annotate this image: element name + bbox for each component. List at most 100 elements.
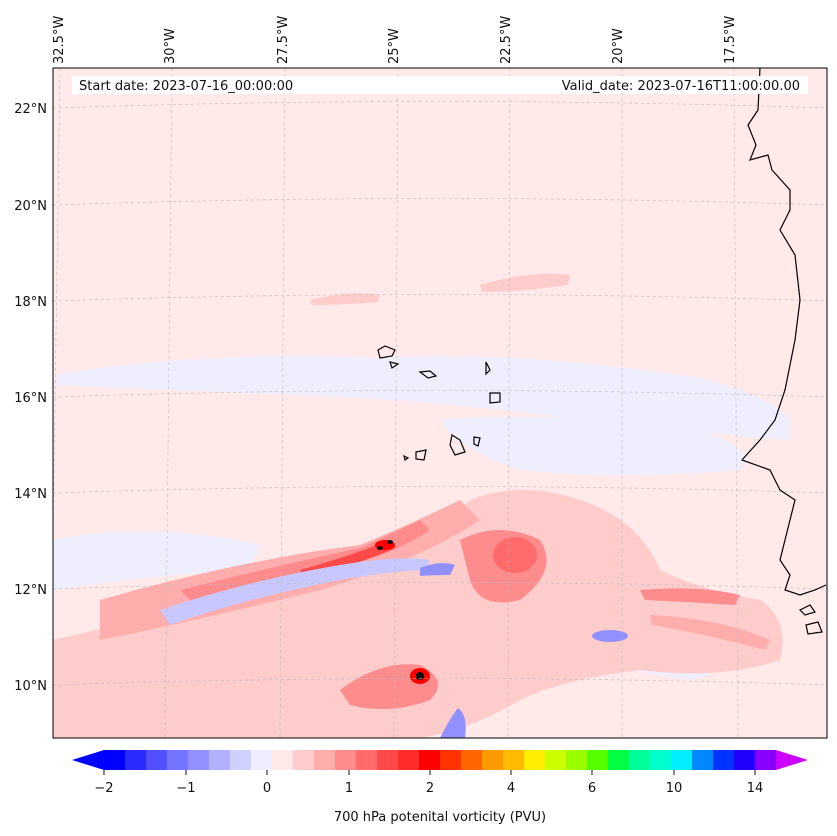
colorbar: −2 −1 0 1 2 4 6 10 14 700 hPa potenital vorticit…: [72, 750, 808, 825]
colorbar-cell: [671, 750, 693, 770]
longitude-label: 20°W: [611, 28, 626, 64]
colorbar-cell: [713, 750, 735, 770]
island: [389, 361, 400, 369]
pv-patch: [310, 293, 380, 305]
pv-max-dot: [387, 540, 393, 544]
island: [418, 370, 438, 379]
map-panel: Start date: 2023-07-16_00:00:00 Valid_da…: [52, 67, 828, 739]
latitude-label: 18°N: [14, 295, 47, 310]
colorbar-cell: [461, 750, 483, 770]
colorbar-title: 700 hPa potenital vorticity (PVU): [334, 810, 546, 825]
colorbar-cell: [377, 750, 399, 770]
negative-pv-streak: [420, 563, 455, 576]
africa-coast: [740, 68, 827, 596]
colorbar-cell: [545, 750, 567, 770]
longitude-label: 25°W: [387, 28, 402, 64]
pv-patch: [480, 273, 570, 292]
island: [473, 436, 481, 447]
colorbar-cell: [251, 750, 273, 770]
pv-streak: [640, 588, 740, 605]
colorbar-cell: [188, 750, 210, 770]
colorbar-cell: [608, 750, 630, 770]
colorbar-tick-label: 1: [345, 781, 353, 796]
longitude-labels: 32.5°W 30°W 27.5°W 25°W 22.5°W 20°W 17.5°W: [52, 16, 738, 64]
colorbar-cell: [293, 750, 315, 770]
latitude-labels: 22°N 20°N 18°N 16°N 14°N 12°N 10°N: [14, 102, 47, 694]
latitude-label: 14°N: [14, 487, 47, 502]
island: [415, 449, 427, 461]
header-box: [72, 76, 808, 94]
valid-date-text: Valid_date: 2023-07-16T11:00:00.00: [562, 79, 800, 94]
colorbar-cell: [650, 750, 672, 770]
colorbar-cell: [524, 750, 546, 770]
colorbar-cell: [587, 750, 609, 770]
latitude-label: 12°N: [14, 583, 47, 598]
colorbar-tick-label: −2: [94, 781, 113, 796]
negative-pv-spot: [592, 630, 628, 642]
colorbar-cell: [734, 750, 756, 770]
colorbar-cell: [314, 750, 336, 770]
graticule: [53, 68, 827, 738]
colorbar-tick-label: 14: [747, 781, 764, 796]
pv-spot-dot: [416, 672, 424, 680]
colorbar-overflow-triangle: [776, 750, 808, 770]
map-frame: [52, 67, 828, 739]
colorbar-cell: [104, 750, 126, 770]
colorbar-cell: [692, 750, 714, 770]
pv-streak: [180, 520, 430, 600]
colorbar-tick-label: 10: [666, 781, 683, 796]
pv-field: [53, 273, 790, 738]
colorbar-ticks: −2 −1 0 1 2 4 6 10 14: [94, 770, 763, 796]
latitude-label: 16°N: [14, 391, 47, 406]
latitude-label: 10°N: [14, 679, 47, 694]
colorbar-tick-label: 2: [426, 781, 434, 796]
colorbar-cell: [440, 750, 462, 770]
island: [798, 604, 816, 616]
colorbar-underflow-triangle: [72, 750, 104, 770]
negative-pv-spot: [440, 708, 466, 738]
colorbar-cell: [125, 750, 147, 770]
colorbar-cell: [356, 750, 378, 770]
negative-pv-patch: [53, 531, 260, 590]
positive-pv-region: [53, 490, 783, 738]
island: [377, 345, 396, 359]
colorbar-cell: [398, 750, 420, 770]
colorbar-cell: [482, 750, 504, 770]
colorbar-cell: [419, 750, 441, 770]
negative-pv-band: [55, 356, 790, 440]
island: [805, 621, 823, 635]
longitude-label: 17.5°W: [723, 16, 738, 64]
colorbar-cell: [335, 750, 357, 770]
island: [403, 454, 410, 461]
colorbar-cell: [755, 750, 777, 770]
colorbar-cell: [272, 750, 294, 770]
colorbar-tick-label: 4: [507, 781, 515, 796]
longitude-label: 30°W: [163, 28, 178, 64]
colorbar-tick-label: 0: [263, 781, 271, 796]
island: [489, 392, 501, 404]
island: [449, 434, 466, 456]
pv-streak: [650, 615, 770, 650]
island: [485, 361, 491, 376]
coastlines: [377, 68, 827, 635]
colorbar-cell: [209, 750, 231, 770]
longitude-label: 27.5°W: [276, 16, 291, 64]
colorbar-cell: [167, 750, 189, 770]
colorbar-tick-label: 6: [588, 781, 596, 796]
colorbar-cell: [146, 750, 168, 770]
colorbar-cells: [104, 750, 777, 770]
pv-blob-core: [493, 537, 537, 573]
colorbar-cell: [629, 750, 651, 770]
negative-pv-patch: [440, 416, 745, 475]
pv-max-dot: [377, 546, 383, 550]
colorbar-cell: [566, 750, 588, 770]
latitude-label: 20°N: [14, 199, 47, 214]
start-date-text: Start date: 2023-07-16_00:00:00: [79, 79, 293, 94]
colorbar-cell: [230, 750, 252, 770]
negative-pv-streak: [160, 558, 430, 625]
colorbar-cell: [503, 750, 525, 770]
colorbar-tick-label: −1: [176, 781, 195, 796]
longitude-label: 22.5°W: [499, 16, 514, 64]
latitude-label: 22°N: [14, 102, 47, 117]
